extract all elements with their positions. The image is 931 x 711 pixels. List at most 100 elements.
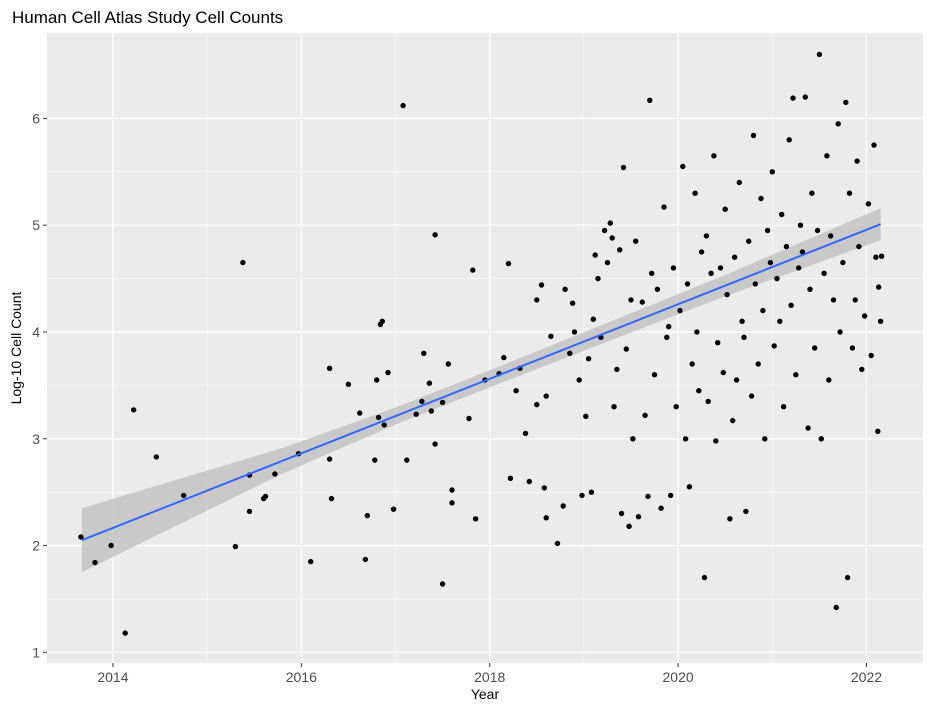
data-point	[705, 398, 711, 405]
data-point	[439, 581, 446, 587]
data-point	[859, 366, 865, 373]
data-point	[419, 398, 425, 405]
data-point	[780, 404, 787, 410]
data-point	[686, 484, 693, 490]
data-point	[449, 487, 455, 493]
data-point	[876, 284, 882, 290]
y-tick-label: 4	[32, 324, 40, 340]
data-point	[633, 238, 639, 244]
x-tick-label: 2022	[851, 669, 882, 685]
data-point	[748, 393, 755, 399]
data-point	[649, 270, 655, 276]
confidence-band	[81, 208, 881, 573]
data-point	[554, 540, 561, 547]
data-point	[783, 243, 790, 250]
data-point	[727, 516, 733, 522]
data-point	[698, 249, 705, 255]
data-point	[617, 247, 623, 253]
data-point	[595, 275, 601, 282]
data-point	[667, 492, 674, 499]
data-point	[654, 286, 661, 292]
data-point	[760, 307, 766, 314]
data-point	[466, 415, 472, 422]
y-tick-label: 5	[32, 217, 40, 233]
data-point	[673, 404, 679, 410]
data-point	[543, 515, 549, 521]
data-point	[153, 454, 159, 460]
data-point	[381, 422, 387, 428]
data-point	[666, 323, 672, 330]
data-point	[421, 350, 427, 356]
data-point	[786, 137, 792, 143]
data-point	[796, 265, 802, 271]
data-point	[180, 492, 187, 499]
data-point	[375, 414, 382, 421]
data-point	[626, 523, 632, 529]
data-point	[432, 232, 438, 238]
data-point	[588, 489, 595, 495]
data-point	[762, 436, 768, 442]
data-point	[844, 574, 851, 581]
data-point	[816, 51, 823, 58]
data-point	[78, 534, 84, 540]
data-point	[682, 436, 689, 442]
data-point	[390, 506, 397, 512]
data-point	[639, 299, 645, 305]
data-point	[345, 381, 352, 387]
data-point	[618, 510, 625, 517]
data-point	[400, 102, 406, 109]
data-point	[752, 281, 758, 287]
data-point	[843, 99, 849, 106]
data-point	[689, 361, 695, 367]
data-point	[743, 508, 749, 515]
data-point	[779, 211, 785, 218]
data-point	[372, 457, 378, 463]
data-point	[750, 132, 757, 139]
data-point	[642, 412, 648, 418]
data-point	[507, 475, 514, 481]
data-point	[877, 318, 884, 324]
data-point	[774, 275, 780, 282]
data-point	[385, 369, 391, 376]
data-point	[878, 253, 885, 259]
data-point	[713, 438, 719, 444]
data-point	[871, 142, 877, 148]
data-point	[711, 153, 717, 159]
data-point	[771, 343, 777, 349]
y-tick-label: 2	[32, 538, 40, 554]
chart-title: Human Cell Atlas Study Cell Counts	[12, 8, 283, 27]
data-point	[92, 559, 98, 566]
data-point	[585, 356, 592, 362]
data-point	[635, 514, 642, 520]
data-point	[807, 286, 813, 292]
data-point	[328, 495, 335, 502]
data-point	[797, 222, 804, 228]
data-point	[379, 318, 385, 324]
data-point	[562, 286, 568, 292]
data-point	[645, 493, 651, 500]
y-tick-label: 3	[32, 431, 40, 447]
data-point	[741, 334, 747, 340]
x-tick-label: 2020	[663, 669, 694, 685]
data-point	[769, 169, 775, 175]
data-point	[684, 281, 691, 287]
data-point	[722, 206, 728, 212]
data-point	[764, 227, 771, 234]
data-point	[837, 329, 843, 335]
data-point	[623, 346, 629, 352]
data-point	[814, 227, 821, 234]
data-point	[647, 97, 653, 104]
data-point	[828, 233, 834, 239]
data-point	[534, 401, 540, 408]
data-point	[793, 372, 799, 378]
data-point	[739, 318, 745, 324]
data-point	[560, 503, 566, 509]
data-point	[232, 543, 239, 550]
data-point	[696, 388, 702, 394]
data-point	[733, 377, 740, 383]
data-point	[240, 259, 246, 266]
data-point	[692, 190, 698, 196]
data-point	[680, 163, 686, 170]
data-point	[717, 265, 724, 271]
